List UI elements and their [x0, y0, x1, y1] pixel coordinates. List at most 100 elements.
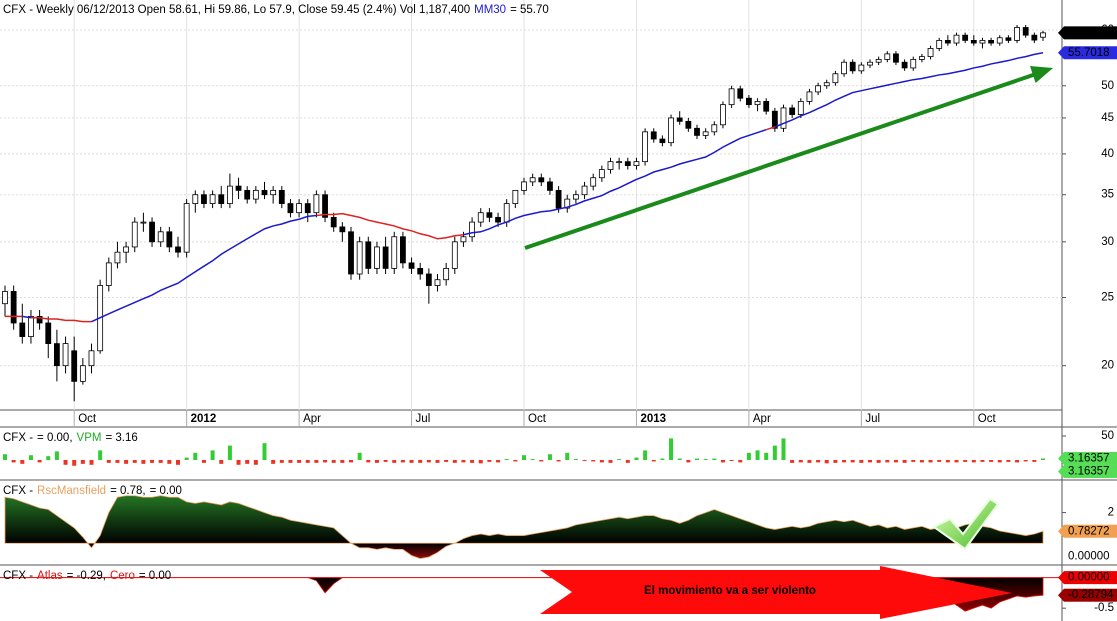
histogram-bar	[807, 459, 812, 463]
histogram-bar	[772, 445, 777, 460]
candle-body	[953, 34, 960, 44]
badge-pointer	[1058, 524, 1064, 538]
badge-pointer	[1058, 46, 1064, 60]
histogram-bar	[893, 459, 898, 463]
candle-body	[720, 104, 726, 126]
candle-body	[71, 350, 78, 382]
candle-body	[875, 59, 882, 63]
histogram-bar	[634, 457, 639, 460]
histogram-bar	[435, 459, 440, 463]
candle-body	[391, 236, 398, 269]
header-part: = 0.78,	[110, 485, 146, 497]
candle-body	[746, 97, 752, 106]
candle-body	[434, 279, 441, 286]
candle-body	[365, 241, 372, 269]
histogram-bar	[833, 459, 838, 463]
histogram-bar	[824, 459, 829, 464]
y-tick-label: -0.5	[1094, 602, 1114, 614]
histogram-bar	[349, 459, 353, 463]
candle-body	[598, 169, 605, 179]
histogram-bar	[98, 450, 103, 460]
histogram-bar	[227, 445, 232, 460]
ma-line	[22, 315, 32, 319]
histogram-bar	[176, 459, 180, 465]
histogram-bar	[201, 459, 206, 463]
histogram-bar	[1032, 459, 1037, 462]
candle-body	[901, 61, 908, 69]
value-badge	[1064, 26, 1117, 40]
candle-body	[54, 343, 60, 367]
checkmark	[932, 497, 1000, 551]
header-part: = -0.29,	[67, 570, 106, 582]
candle-body	[919, 56, 925, 60]
candle-body	[789, 107, 796, 115]
candle-body	[157, 231, 164, 243]
header-part: VPM	[77, 432, 102, 444]
ma-line	[30, 316, 92, 323]
histogram-bar	[470, 459, 475, 463]
candle-body	[209, 194, 216, 204]
candle-body	[131, 221, 138, 248]
candle-body	[105, 262, 112, 286]
histogram-bar	[608, 459, 613, 463]
histogram-bar	[712, 458, 717, 460]
candle-body	[374, 246, 380, 269]
candle-body	[45, 322, 52, 344]
histogram-bar	[20, 459, 25, 464]
candle-body	[521, 181, 527, 191]
candle-body	[348, 231, 354, 275]
candle-body	[36, 316, 43, 324]
candle-body	[763, 101, 770, 112]
histogram-bar	[288, 459, 293, 463]
candle-body	[797, 101, 804, 115]
histogram-bar	[945, 459, 950, 463]
histogram-bar	[1015, 459, 1020, 463]
histogram-bar	[314, 459, 319, 463]
histogram-bar	[963, 459, 968, 462]
candle-body	[218, 194, 225, 204]
y-tick-label: 40	[1101, 148, 1114, 160]
candle-body	[304, 203, 311, 214]
header-part: CFX -	[3, 570, 33, 582]
y-tick-label: 30	[1101, 236, 1114, 248]
histogram-bar	[392, 459, 397, 463]
histogram-bar	[193, 452, 198, 460]
candle-body	[1022, 27, 1029, 36]
candle-body	[884, 53, 891, 60]
header-part: = 0.00	[139, 570, 171, 582]
y-tick-label: 35	[1101, 189, 1114, 201]
value-badge-label: 3.16357	[1068, 453, 1110, 465]
header-part: Atlas	[37, 570, 63, 582]
histogram-bar	[764, 452, 769, 460]
badge-pointer	[1058, 571, 1064, 585]
candle-body	[815, 85, 821, 93]
histogram-bar	[746, 452, 751, 460]
candle-body	[823, 82, 830, 87]
histogram-bar	[859, 459, 864, 463]
candle-body	[270, 189, 277, 196]
histogram-bar	[426, 459, 431, 463]
histogram-bar	[124, 459, 129, 464]
y-tick-label: 50	[1101, 430, 1114, 442]
candle-body	[841, 61, 847, 75]
trend-arrow-head	[1030, 66, 1053, 83]
histogram-bar	[11, 459, 16, 463]
candle-body	[590, 177, 597, 187]
ma-line	[765, 126, 776, 131]
histogram-bar	[686, 459, 691, 463]
x-tick-label: Apr	[753, 413, 771, 425]
histogram-bar	[850, 459, 855, 463]
histogram-bar	[643, 450, 648, 460]
histogram-bar	[790, 459, 795, 463]
badge-pointer	[1058, 451, 1064, 465]
candle-body	[581, 185, 588, 196]
annotation-arrow	[540, 566, 1012, 619]
candle-body	[226, 185, 233, 204]
candle-body	[633, 161, 640, 166]
histogram-bar	[660, 458, 665, 460]
x-tick-label: Jul	[865, 413, 880, 425]
candle-body	[28, 316, 34, 337]
x-tick-label: Oct	[78, 413, 97, 425]
candle-body	[201, 194, 207, 204]
